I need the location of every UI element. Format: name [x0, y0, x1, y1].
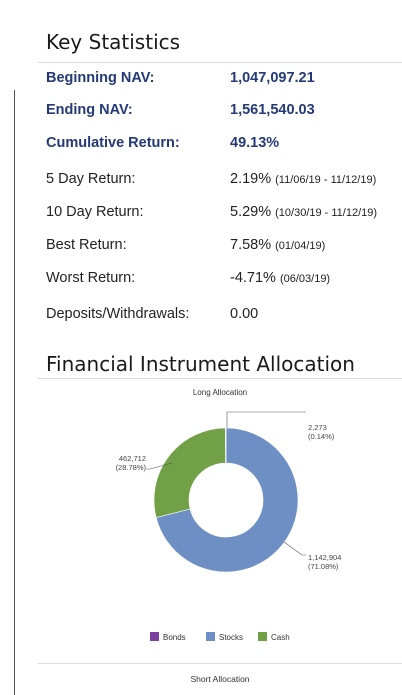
data-label-cash-percent: (28.78%) — [116, 463, 147, 472]
pie-slice-other — [225, 427, 227, 464]
pie-slice-stocks — [155, 427, 299, 573]
data-label-other-percent: (0.14%) — [308, 432, 335, 441]
stat-row: Ending NAV: 1,561,540.03 — [46, 102, 402, 126]
stat-row: Beginning NAV: 1,047,097.21 — [46, 70, 402, 94]
stat-date-range: (06/03/19) — [279, 273, 331, 285]
stat-value-text: 1,047,097.21 — [230, 70, 315, 86]
stat-value-text: 0.00 — [230, 306, 259, 322]
leader-line-cash — [146, 462, 173, 470]
leader-line-other — [226, 411, 306, 428]
data-label-stocks-percent: (71.08%) — [308, 562, 339, 571]
stat-label: 10 Day Return: — [46, 204, 144, 220]
legend-item-stocks: Stocks — [206, 632, 243, 642]
stat-value-text: 1,561,540.03 — [230, 102, 315, 118]
stat-value-text: -4.71% — [230, 270, 276, 286]
key-statistics-divider — [38, 62, 402, 63]
data-label-cash-value: 462,712 — [119, 454, 146, 463]
stat-label: Best Return: — [46, 237, 127, 253]
stat-label: Beginning NAV: — [46, 70, 155, 86]
key-statistics-title: Key Statistics — [46, 30, 181, 54]
data-label-other-value: 2,273 — [308, 423, 327, 432]
stat-label: 5 Day Return: — [46, 171, 136, 187]
stat-row: Best Return: 7.58% (01/04/19) — [46, 237, 402, 261]
chart-title: Long Allocation — [193, 388, 247, 397]
stat-label: Worst Return: — [46, 270, 136, 286]
legend-swatch — [258, 632, 267, 641]
stat-value: 1,561,540.03 — [230, 102, 315, 118]
stat-value: 0.00 — [230, 306, 258, 322]
stat-value: 1,047,097.21 — [230, 70, 315, 86]
stat-row: Deposits/Withdrawals: 0.00 — [46, 306, 402, 330]
legend-swatch — [206, 632, 215, 641]
data-label-stocks-value: 1,142,904 — [308, 553, 341, 562]
stat-value: 49.13% — [230, 135, 279, 151]
stat-date-range: (10/30/19 - 11/12/19) — [275, 207, 378, 219]
stat-date-range: (01/04/19) — [275, 240, 326, 252]
stat-value-text: 5.29% — [230, 204, 272, 220]
short-allocation-divider — [38, 663, 402, 664]
leader-line-stocks — [283, 541, 306, 556]
stat-row: 5 Day Return: 2.19% (11/06/19 - 11/12/19) — [46, 171, 402, 195]
allocation-divider — [38, 378, 402, 379]
stat-value: 7.58% (01/04/19) — [230, 237, 325, 253]
stat-value: -4.71% (06/03/19) — [230, 270, 330, 286]
stat-row: 10 Day Return: 5.29% (10/30/19 - 11/12/19) — [46, 204, 402, 228]
legend-label: Bonds — [163, 633, 186, 642]
stat-value: 5.29% (10/30/19 - 11/12/19) — [230, 204, 377, 220]
allocation-title: Financial Instrument Allocation — [46, 352, 355, 376]
long-allocation-chart: Long Allocation 2,273 (0.14%) 1,142,904 (71.… — [38, 380, 402, 660]
legend-item-cash: Cash — [258, 632, 290, 642]
stat-row: Worst Return: -4.71% (06/03/19) — [46, 270, 402, 294]
stat-value-text: 2.19% — [230, 171, 272, 187]
stat-row: Cumulative Return: 49.13% — [46, 135, 402, 159]
legend-item-bonds: Bonds — [150, 632, 186, 642]
legend-swatch — [150, 632, 159, 641]
short-allocation-title: Short Allocation — [190, 674, 250, 684]
left-border-rule — [14, 90, 15, 695]
legend-label: Cash — [271, 633, 290, 642]
stat-label: Cumulative Return: — [46, 135, 180, 151]
stat-label: Deposits/Withdrawals: — [46, 306, 190, 322]
pie-slice-cash — [153, 427, 226, 518]
stat-label: Ending NAV: — [46, 102, 133, 118]
stat-value-text: 49.13% — [230, 135, 280, 151]
stat-date-range: (11/06/19 - 11/12/19) — [275, 174, 377, 186]
legend-label: Stocks — [219, 633, 243, 642]
stat-value: 2.19% (11/06/19 - 11/12/19) — [230, 171, 376, 187]
stat-value-text: 7.58% — [230, 237, 272, 253]
